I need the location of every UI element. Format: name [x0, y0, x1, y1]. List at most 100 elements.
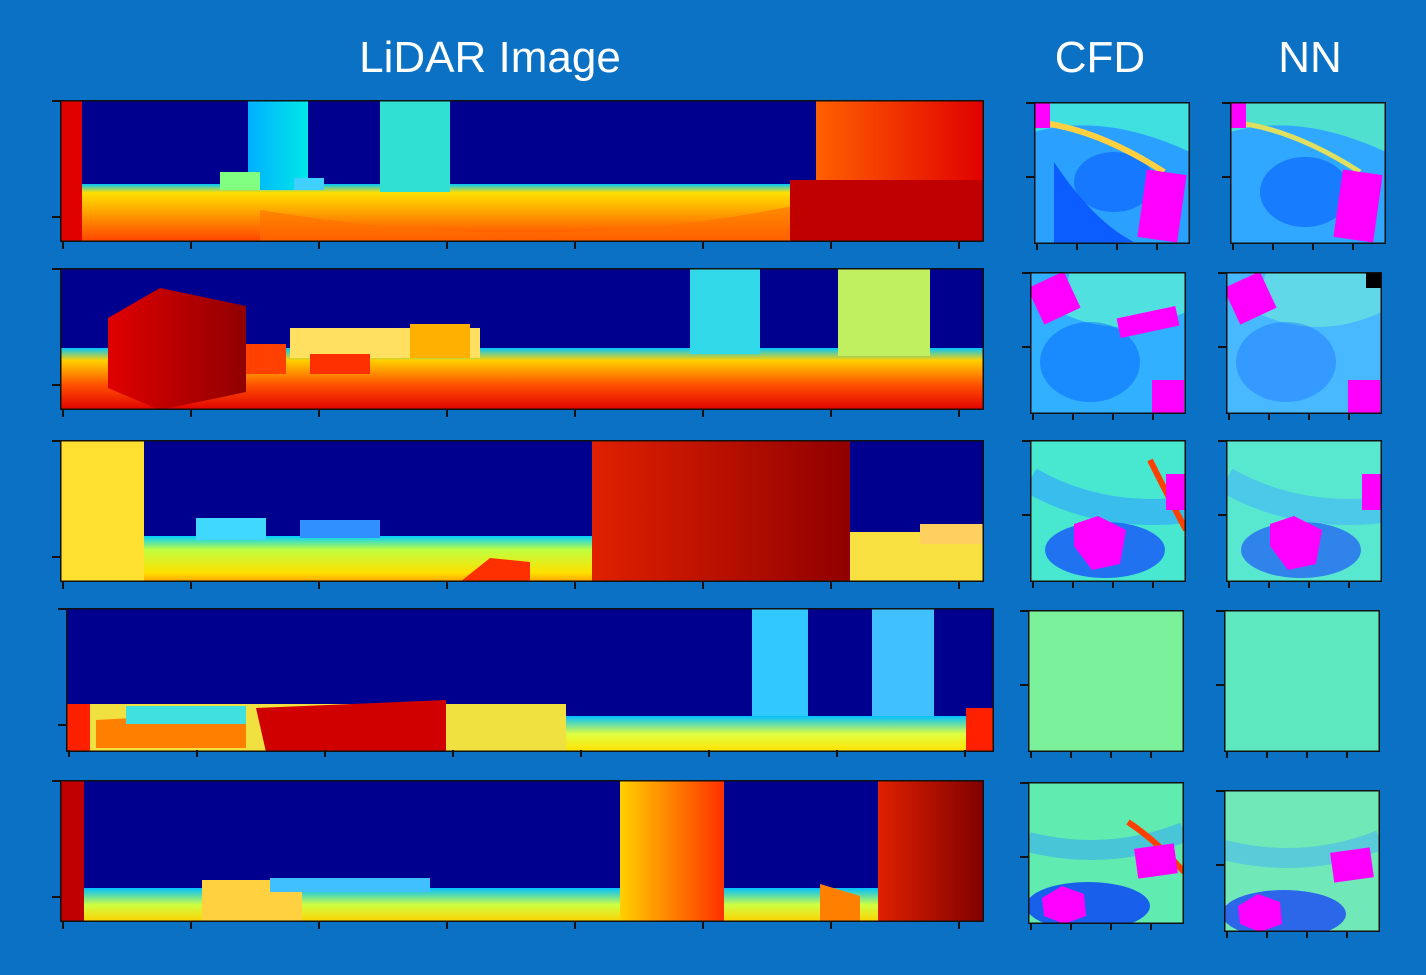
axis-tick	[1228, 582, 1230, 588]
axis-tick	[52, 268, 60, 270]
axis-tick	[1032, 582, 1034, 588]
axis-tick	[958, 922, 960, 929]
axis-tick	[62, 410, 64, 417]
axis-tick	[1110, 924, 1112, 930]
axis-tick	[52, 896, 60, 898]
axis-tick	[58, 724, 66, 726]
axis-tick	[190, 922, 192, 929]
axis-tick	[446, 410, 448, 417]
cfd-panel-row-5	[1028, 782, 1184, 924]
axis-tick	[52, 216, 60, 218]
axis-tick	[1346, 752, 1348, 758]
axis-tick	[190, 410, 192, 417]
axis-tick	[1026, 176, 1034, 178]
axis-tick	[318, 922, 320, 929]
axis-tick	[62, 242, 64, 249]
axis-tick	[1226, 932, 1228, 938]
axis-tick	[958, 410, 960, 417]
axis-tick	[702, 410, 704, 417]
axis-tick	[1022, 346, 1030, 348]
nn-panel-row-4	[1224, 610, 1380, 752]
axis-tick	[446, 582, 448, 589]
axis-tick	[1022, 440, 1030, 442]
axis-tick	[1312, 244, 1314, 250]
axis-tick	[574, 582, 576, 589]
cfd-panel-row-1	[1034, 102, 1190, 244]
axis-tick	[1072, 582, 1074, 588]
axis-tick	[702, 582, 704, 589]
axis-tick	[1036, 244, 1038, 250]
axis-tick	[1032, 414, 1034, 420]
axis-tick	[1112, 414, 1114, 420]
cfd-panel-row-2	[1030, 272, 1186, 414]
axis-tick	[68, 750, 70, 757]
axis-tick	[324, 750, 326, 757]
axis-tick	[1216, 610, 1224, 612]
cfd-panel-row-3	[1030, 440, 1186, 582]
axis-tick	[1112, 582, 1114, 588]
axis-tick	[1070, 752, 1072, 758]
axis-tick	[446, 922, 448, 929]
axis-tick	[1020, 610, 1028, 612]
axis-tick	[1226, 752, 1228, 758]
axis-tick	[1216, 790, 1224, 792]
axis-tick	[1352, 244, 1354, 250]
axis-tick	[580, 750, 582, 757]
axis-tick	[1232, 244, 1234, 250]
axis-tick	[574, 922, 576, 929]
header-lidar-image: LiDAR Image	[359, 33, 621, 82]
axis-tick	[1218, 272, 1226, 274]
nn-panel-row-3	[1226, 440, 1382, 582]
nn-panel-row-1	[1230, 102, 1386, 244]
axis-tick	[62, 582, 64, 589]
axis-tick	[708, 750, 710, 757]
axis-tick	[830, 922, 832, 929]
axis-tick	[1030, 924, 1032, 930]
axis-tick	[1348, 582, 1350, 588]
axis-tick	[1020, 684, 1028, 686]
lidar-panel-row-4	[66, 608, 994, 752]
axis-tick	[1076, 244, 1078, 250]
axis-tick	[318, 582, 320, 589]
lidar-panel-row-2	[60, 268, 984, 410]
axis-tick	[958, 242, 960, 249]
axis-tick	[702, 922, 704, 929]
axis-tick	[1022, 272, 1030, 274]
axis-tick	[52, 100, 60, 102]
axis-tick	[574, 242, 576, 249]
axis-tick	[318, 410, 320, 417]
axis-tick	[52, 556, 60, 558]
axis-tick	[574, 410, 576, 417]
axis-tick	[964, 750, 966, 757]
axis-tick	[62, 922, 64, 929]
lidar-panel-row-5	[60, 780, 984, 922]
axis-tick	[1348, 414, 1350, 420]
axis-tick	[1020, 856, 1028, 858]
axis-tick	[58, 608, 66, 610]
axis-tick	[1268, 582, 1270, 588]
axis-tick	[1156, 244, 1158, 250]
axis-tick	[830, 242, 832, 249]
axis-tick	[1150, 752, 1152, 758]
axis-tick	[52, 440, 60, 442]
header-cfd: CFD	[1054, 33, 1146, 82]
axis-tick	[1020, 782, 1028, 784]
axis-tick	[1306, 752, 1308, 758]
axis-tick	[1308, 414, 1310, 420]
axis-tick	[1072, 414, 1074, 420]
axis-tick	[1152, 582, 1154, 588]
axis-tick	[1272, 244, 1274, 250]
lidar-panel-row-1	[60, 100, 984, 242]
axis-tick	[1216, 684, 1224, 686]
axis-tick	[836, 750, 838, 757]
axis-tick	[1268, 414, 1270, 420]
axis-tick	[446, 242, 448, 249]
axis-tick	[1222, 176, 1230, 178]
axis-tick	[1022, 514, 1030, 516]
axis-tick	[1228, 414, 1230, 420]
axis-tick	[702, 242, 704, 249]
axis-tick	[1306, 932, 1308, 938]
axis-tick	[1216, 864, 1224, 866]
axis-tick	[196, 750, 198, 757]
